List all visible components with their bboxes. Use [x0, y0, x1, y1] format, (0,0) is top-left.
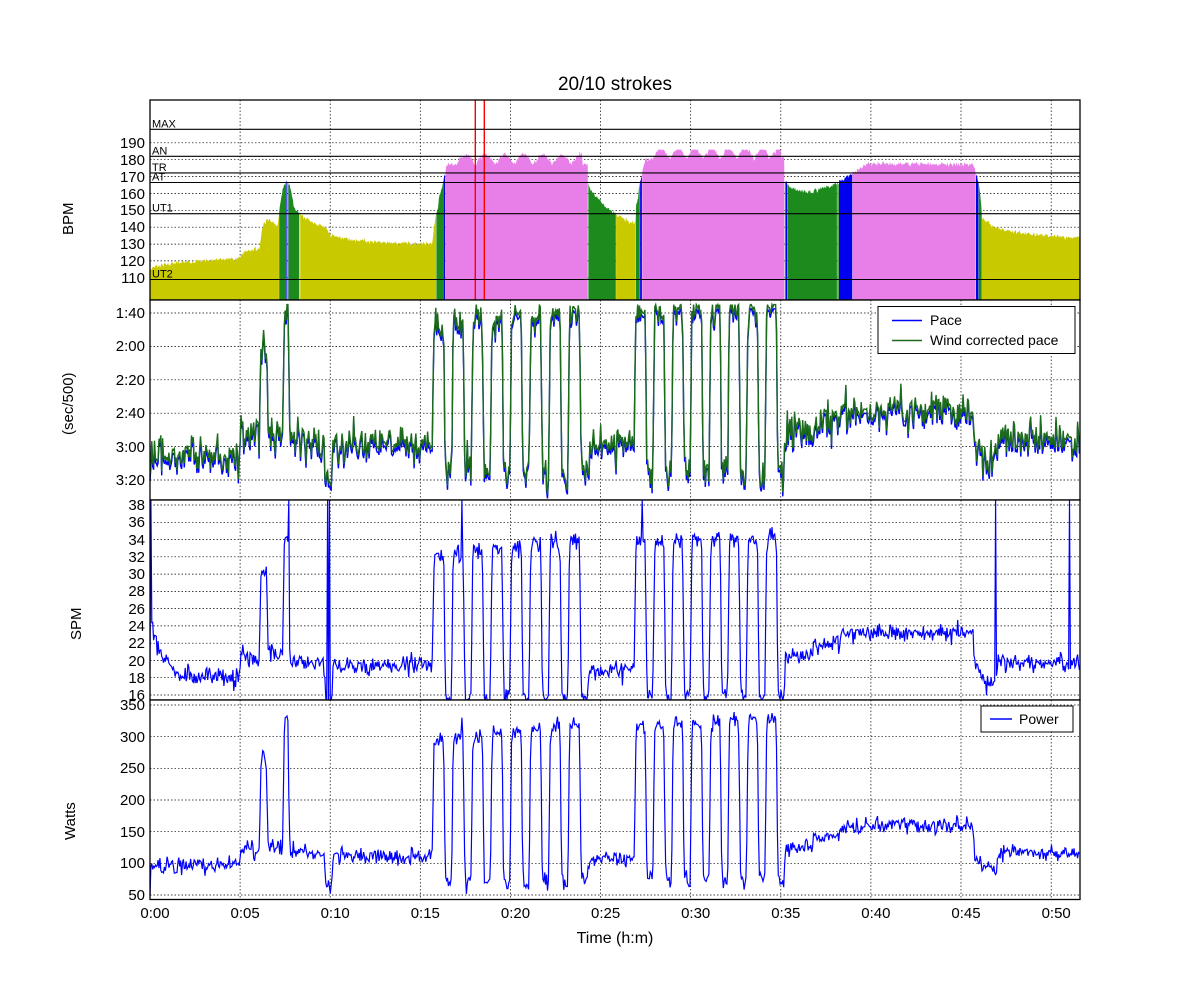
- svg-text:AN: AN: [152, 145, 167, 157]
- svg-text:Wind corrected pace: Wind corrected pace: [930, 332, 1059, 348]
- svg-text:MAX: MAX: [152, 118, 177, 130]
- svg-text:AT: AT: [152, 172, 166, 184]
- svg-text:UT1: UT1: [152, 203, 173, 215]
- svg-text:Power: Power: [1019, 711, 1059, 727]
- svg-text:UT2: UT2: [152, 269, 173, 281]
- svg-text:Pace: Pace: [930, 312, 962, 328]
